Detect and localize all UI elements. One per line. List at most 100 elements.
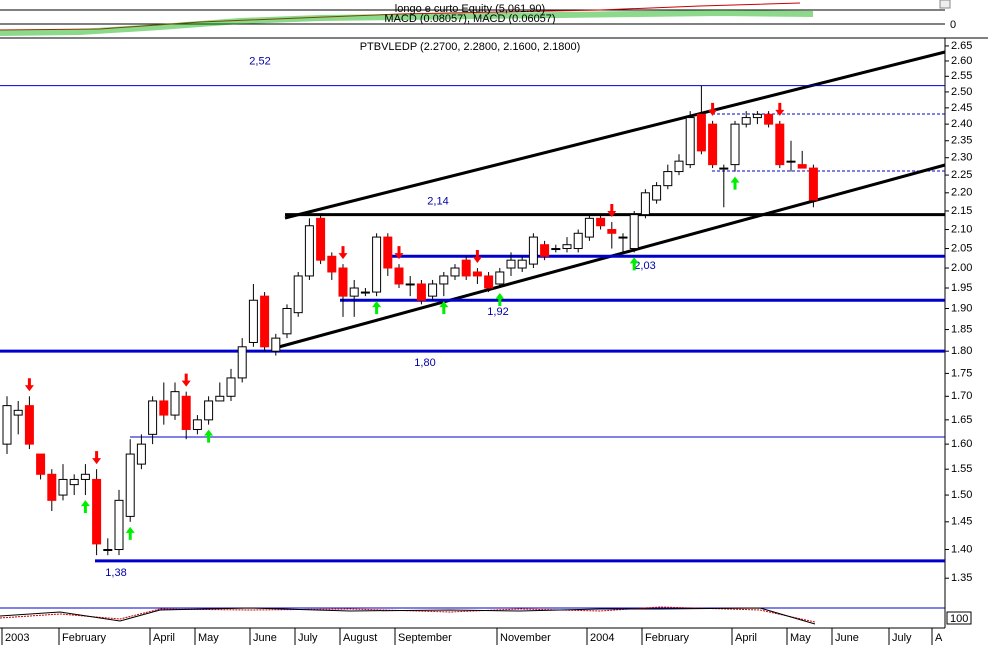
candle-body	[584, 217, 594, 238]
lower-tick-label: 100	[950, 613, 968, 625]
candle-body	[327, 255, 337, 273]
candle-body	[215, 395, 225, 402]
y-tick-label: 1.90	[951, 302, 972, 314]
candle-body	[596, 217, 606, 227]
candle-body	[618, 236, 628, 239]
candle-body	[764, 113, 774, 125]
level-label: 2,14	[427, 196, 448, 208]
x-tick-label: November	[500, 632, 551, 644]
sell-arrow	[775, 102, 785, 116]
y-tick-label: 2.25	[951, 169, 972, 181]
x-tick-label: August	[343, 632, 377, 644]
level-label: 2,03	[634, 260, 655, 272]
level-label: 1,80	[414, 357, 435, 369]
candle-body	[125, 453, 135, 517]
y-tick-label: 1.55	[951, 463, 972, 475]
y-tick-label: 1.65	[951, 414, 972, 426]
sell-arrow	[92, 451, 102, 465]
y-tick-label: 1.60	[951, 438, 972, 450]
candle-body	[685, 117, 695, 166]
level-label: 1,38	[105, 567, 126, 579]
buy-arrow	[495, 293, 505, 307]
candle-body	[58, 478, 68, 496]
y-tick-label: 2.05	[951, 242, 972, 254]
x-tick-label: May	[790, 632, 811, 644]
candle-body	[103, 549, 113, 552]
scroll-button[interactable]	[939, 0, 951, 9]
candle-body	[797, 164, 807, 169]
candle-body	[775, 123, 785, 166]
candle-body	[159, 400, 169, 416]
y-tick-label: 1.85	[951, 323, 972, 335]
candle-body	[517, 259, 527, 269]
x-tick-label: July	[892, 632, 912, 644]
x-tick-label: April	[153, 632, 175, 644]
buy-arrow	[629, 257, 639, 271]
upper-indicator	[0, 2, 801, 31]
candle-body	[428, 283, 438, 297]
y-tick-label: 1.50	[951, 489, 972, 501]
candle-body	[181, 395, 191, 430]
sell-arrow	[181, 373, 191, 387]
candle-body	[629, 214, 639, 250]
candle-body	[551, 248, 561, 251]
y-tick-label: 1.75	[951, 367, 972, 379]
y-tick-label: 2.15	[951, 205, 972, 217]
candle-body	[260, 295, 270, 348]
candle-body	[607, 229, 617, 234]
x-tick-label: July	[298, 632, 318, 644]
sell-arrow	[708, 102, 718, 116]
y-tick-label: 2.40	[951, 118, 972, 130]
candle-body	[304, 225, 314, 277]
buy-arrow	[125, 526, 135, 540]
y-tick-label: 1.35	[951, 572, 972, 584]
candle-body	[472, 271, 482, 277]
candle-body	[506, 259, 516, 269]
candle-body	[663, 171, 673, 187]
candle-body	[573, 232, 583, 250]
candle-body	[752, 113, 762, 119]
y-tick-label: 2.35	[951, 135, 972, 147]
y-tick-label: 2.20	[951, 187, 972, 199]
candle-body	[405, 283, 415, 286]
candle-body	[148, 400, 158, 435]
candle-body	[652, 185, 662, 201]
candle-body	[204, 400, 214, 421]
candle-body	[136, 443, 146, 465]
sell-arrow	[472, 250, 482, 264]
candle-body	[338, 267, 348, 297]
y-tick-label: 2.00	[951, 262, 972, 274]
candle-body	[24, 405, 34, 445]
candle-body	[450, 267, 460, 277]
candle-body	[786, 160, 796, 163]
x-tick-label: June	[835, 632, 859, 644]
x-tick-label: 2004	[590, 632, 614, 644]
buy-arrow	[204, 429, 214, 443]
x-tick-label: April	[735, 632, 757, 644]
candle-body	[372, 236, 382, 293]
x-tick-label: February	[645, 632, 690, 644]
x-tick-label: February	[62, 632, 107, 644]
y-tick-label: 1.45	[951, 516, 972, 528]
lower-tick-box	[946, 611, 972, 625]
y-tick-label: 1.70	[951, 390, 972, 402]
y-tick-label: 2.55	[951, 70, 972, 82]
sell-arrow	[24, 378, 34, 392]
candle-body	[360, 291, 370, 294]
y-tick-label: 2.65	[951, 40, 972, 52]
candle-body	[349, 287, 359, 297]
candle-body	[640, 192, 650, 216]
y-tick-label: 2.30	[951, 152, 972, 164]
candle-body	[540, 244, 550, 257]
candle-body	[13, 409, 23, 416]
x-tick-label: June	[253, 632, 277, 644]
sell-arrow	[394, 246, 404, 260]
candle-body	[47, 473, 57, 501]
upper-title: longo e curto Equity (5,061.90)	[395, 3, 545, 15]
upper-subtitle: MACD (0.08057), MACD (0.06057)	[384, 13, 555, 25]
candle-body	[114, 499, 124, 551]
candle-body	[226, 377, 236, 397]
level-label: 2,52	[249, 56, 270, 68]
candle-body	[271, 337, 281, 352]
